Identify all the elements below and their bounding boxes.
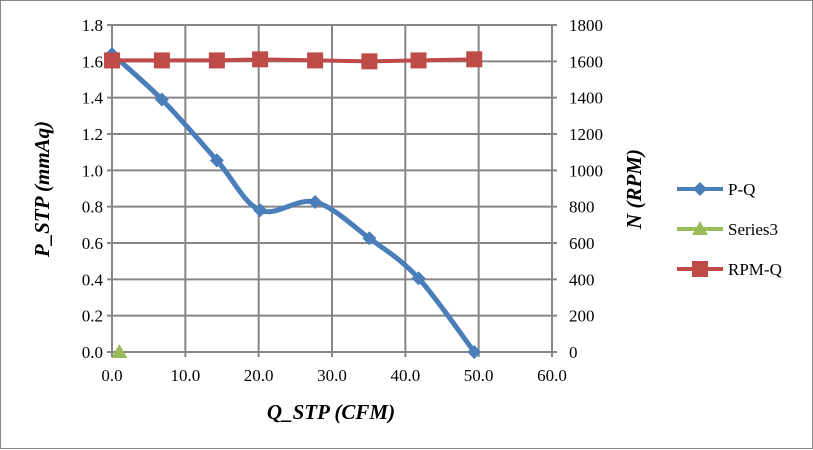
data-point <box>104 52 120 69</box>
data-point <box>208 52 225 69</box>
data-point <box>308 194 323 209</box>
x-axis-title: Q_STP (CFM) <box>267 400 395 424</box>
x-tick-label: 20.0 <box>244 366 274 385</box>
series-layer <box>104 47 483 359</box>
legend-label: P-Q <box>728 180 755 199</box>
y-tick-label: 0.0 <box>82 343 103 362</box>
y2-tick-label: 1400 <box>569 89 603 108</box>
data-point <box>466 51 483 68</box>
x-tick-label: 40.0 <box>390 366 420 385</box>
y-tick-label: 0.4 <box>82 270 104 289</box>
y-tick-label: 1.0 <box>82 161 103 180</box>
y-tick-label: 0.6 <box>82 234 103 253</box>
x-tick-label: 30.0 <box>317 366 347 385</box>
data-point <box>467 345 482 359</box>
series-RPM-Q <box>104 51 483 70</box>
y2-axis-title: N (RPM) <box>622 149 646 230</box>
data-point <box>209 153 224 168</box>
legend-marker <box>693 182 707 196</box>
y2-tick-label: 800 <box>569 198 595 217</box>
grid <box>107 24 557 357</box>
data-point <box>253 203 268 218</box>
data-point <box>154 92 169 107</box>
data-point <box>362 231 377 246</box>
data-point <box>307 52 324 69</box>
legend-marker <box>692 221 708 235</box>
x-tick-label: 60.0 <box>537 366 567 385</box>
x-tick-label: 0.0 <box>101 366 122 385</box>
y2-tick-label: 1200 <box>569 125 603 144</box>
series-P-Q <box>105 47 482 359</box>
legend-marker <box>692 261 708 277</box>
y2-tick-label: 1000 <box>569 161 603 180</box>
y2-tick-label: 1600 <box>569 52 603 71</box>
legend-label: Series3 <box>728 220 778 239</box>
data-point <box>361 53 378 70</box>
series-Series3 <box>111 344 128 358</box>
y-tick-label: 0.8 <box>82 198 103 217</box>
legend-label: RPM-Q <box>728 260 782 279</box>
y-tick-label: 0.2 <box>82 307 103 326</box>
y2-tick-label: 400 <box>569 270 595 289</box>
y-tick-label: 1.8 <box>82 16 103 35</box>
series-line <box>112 57 475 64</box>
data-point <box>411 271 426 286</box>
y-tick-label: 1.6 <box>82 52 103 71</box>
x-tick-label: 10.0 <box>170 366 200 385</box>
y2-tick-label: 600 <box>569 234 595 253</box>
data-point <box>410 52 427 69</box>
legend: P-Q Series3 RPM-Q <box>677 180 782 279</box>
data-point <box>252 51 269 68</box>
y-axis-title: P_STP (mmAq) <box>30 121 54 258</box>
y2-tick-label: 0 <box>569 343 578 362</box>
y-tick-label: 1.2 <box>82 125 103 144</box>
y2-tick-label: 1800 <box>569 16 603 35</box>
data-point <box>111 344 128 358</box>
y2-tick-label: 200 <box>569 307 595 326</box>
x-tick-label: 50.0 <box>464 366 494 385</box>
tick-labels: 0.0 10.0 20.0 30.0 40.0 50.0 60.0 0.0 0 0.2 200 0.4… <box>82 16 603 385</box>
data-point <box>153 52 170 69</box>
y-tick-label: 1.4 <box>82 89 104 108</box>
